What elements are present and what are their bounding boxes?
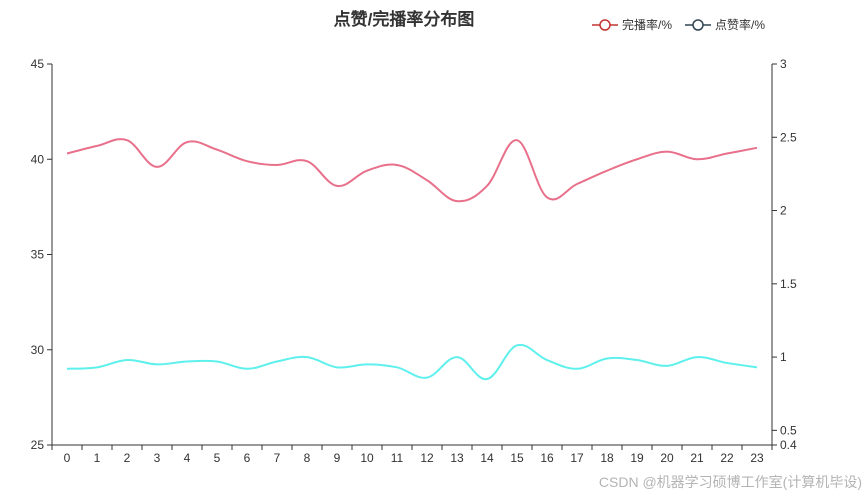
y-right-tick-label: 0.5 xyxy=(780,423,797,437)
x-tick-label: 11 xyxy=(391,451,404,465)
x-tick-label: 5 xyxy=(214,451,221,465)
chart-title: 点赞/完播率分布图 xyxy=(334,9,475,29)
legend-item-completion-rate[interactable]: 完播率/% xyxy=(592,17,672,32)
legend-marker-completion-rate xyxy=(599,19,611,31)
y-right-tick-label: 3 xyxy=(780,57,787,71)
x-tick-label: 19 xyxy=(630,451,644,465)
legend-marker-like-rate xyxy=(692,19,704,31)
y-right-tick-label: 1.5 xyxy=(780,277,797,291)
series-line-completion-rate xyxy=(66,138,758,203)
series-layer xyxy=(66,138,758,381)
x-tick-label: 9 xyxy=(334,451,341,465)
legend-label-like-rate: 点赞率/% xyxy=(715,17,765,32)
y-right-tick-label: 2 xyxy=(780,204,787,218)
x-tick-label: 1 xyxy=(94,451,101,465)
y-left-tick-label: 30 xyxy=(31,343,45,357)
y-right-tick-label: 0.4 xyxy=(780,438,797,452)
y-right-tick-label: 2.5 xyxy=(780,130,797,144)
x-tick-label: 4 xyxy=(184,451,191,465)
y-left-tick-label: 40 xyxy=(31,152,45,166)
x-tick-label: 2 xyxy=(124,451,131,465)
x-tick-label: 20 xyxy=(660,451,674,465)
series-line-like-rate xyxy=(66,343,758,381)
x-tick-label: 7 xyxy=(274,451,281,465)
x-tick-label: 3 xyxy=(154,451,161,465)
x-tick-label: 15 xyxy=(510,451,524,465)
legend-item-like-rate[interactable]: 点赞率/% xyxy=(685,17,765,32)
legend-label-completion-rate: 完播率/% xyxy=(622,17,672,32)
x-tick-label: 18 xyxy=(600,451,614,465)
x-tick-label: 21 xyxy=(690,451,704,465)
y-left-tick-label: 45 xyxy=(31,57,45,71)
x-tick-label: 12 xyxy=(420,451,434,465)
x-tick-label: 8 xyxy=(304,451,311,465)
x-tick-label: 6 xyxy=(244,451,251,465)
x-tick-label: 23 xyxy=(750,451,764,465)
y-left-tick-label: 35 xyxy=(31,248,45,262)
y-right-tick-label: 1 xyxy=(780,350,787,364)
x-tick-label: 0 xyxy=(64,451,71,465)
x-tick-label: 14 xyxy=(480,451,494,465)
x-tick-label: 16 xyxy=(540,451,554,465)
x-tick-label: 13 xyxy=(450,451,464,465)
watermark: CSDN @机器学习硕博工作室(计算机毕设) xyxy=(599,474,862,490)
x-tick-label: 17 xyxy=(570,451,584,465)
legend: 完播率/% 点赞率/% xyxy=(592,17,765,32)
y-left-tick-label: 25 xyxy=(31,438,45,452)
x-tick-label: 22 xyxy=(720,451,734,465)
x-tick-label: 10 xyxy=(360,451,374,465)
